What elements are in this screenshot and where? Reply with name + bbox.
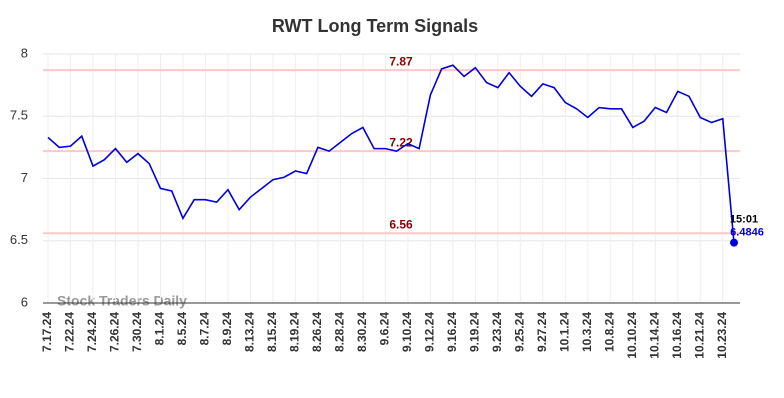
x-tick-label: 8.19.24 <box>288 312 302 352</box>
x-tick-label: 8.7.24 <box>198 312 212 346</box>
x-tick-label: 10.1.24 <box>557 312 571 352</box>
x-tick-label: 10.14.24 <box>647 312 661 359</box>
last-point <box>730 238 738 247</box>
x-tick-label: 10.23.24 <box>715 312 729 359</box>
chart-title: RWT Long Term Signals <box>272 16 478 36</box>
x-tick-label: 7.17.24 <box>40 312 54 352</box>
x-tick-label: 8.1.24 <box>153 312 167 346</box>
x-tick-label: 9.27.24 <box>535 312 549 352</box>
signal-label: 7.87 <box>389 54 413 68</box>
x-tick-label: 8.30.24 <box>355 312 369 352</box>
last-time: 15:01 <box>730 214 758 226</box>
x-tick-label: 9.16.24 <box>445 312 459 352</box>
x-tick-label: 8.13.24 <box>243 312 257 352</box>
x-tick-label: 7.30.24 <box>130 312 144 352</box>
signal-label: 6.56 <box>389 217 413 231</box>
x-tick-label: 7.22.24 <box>63 312 77 352</box>
y-tick-label: 8 <box>21 45 28 60</box>
x-tick-label: 10.21.24 <box>692 312 706 359</box>
x-tick-label: 7.26.24 <box>108 312 122 352</box>
price-line <box>47 64 735 243</box>
x-tick-label: 8.9.24 <box>220 312 234 346</box>
x-tick-label: 8.5.24 <box>175 312 189 346</box>
x-tick-label: 8.28.24 <box>333 312 347 352</box>
y-tick-label: 7 <box>21 170 28 185</box>
last-value: 6.4846 <box>730 227 764 239</box>
y-tick-label: 6.5 <box>10 232 28 247</box>
watermark: Stock Traders Daily <box>57 293 187 309</box>
x-tick-label: 9.10.24 <box>400 312 414 352</box>
x-tick-label: 9.12.24 <box>423 312 437 352</box>
y-tick-label: 6 <box>21 294 28 309</box>
x-tick-label: 9.23.24 <box>490 312 504 352</box>
x-tick-label: 10.16.24 <box>670 312 684 359</box>
x-tick-label: 9.19.24 <box>468 312 482 352</box>
x-tick-label: 8.15.24 <box>265 312 279 352</box>
x-tick-label: 10.3.24 <box>580 312 594 352</box>
x-tick-label: 9.6.24 <box>378 312 392 346</box>
x-tick-label: 8.26.24 <box>310 312 324 352</box>
x-tick-label: 10.8.24 <box>602 312 616 352</box>
x-tick-label: 10.10.24 <box>625 312 639 359</box>
y-tick-label: 7.5 <box>10 108 28 123</box>
x-tick-label: 7.24.24 <box>85 312 99 352</box>
x-tick-label: 9.25.24 <box>512 312 526 352</box>
signal-label: 7.22 <box>389 135 413 149</box>
